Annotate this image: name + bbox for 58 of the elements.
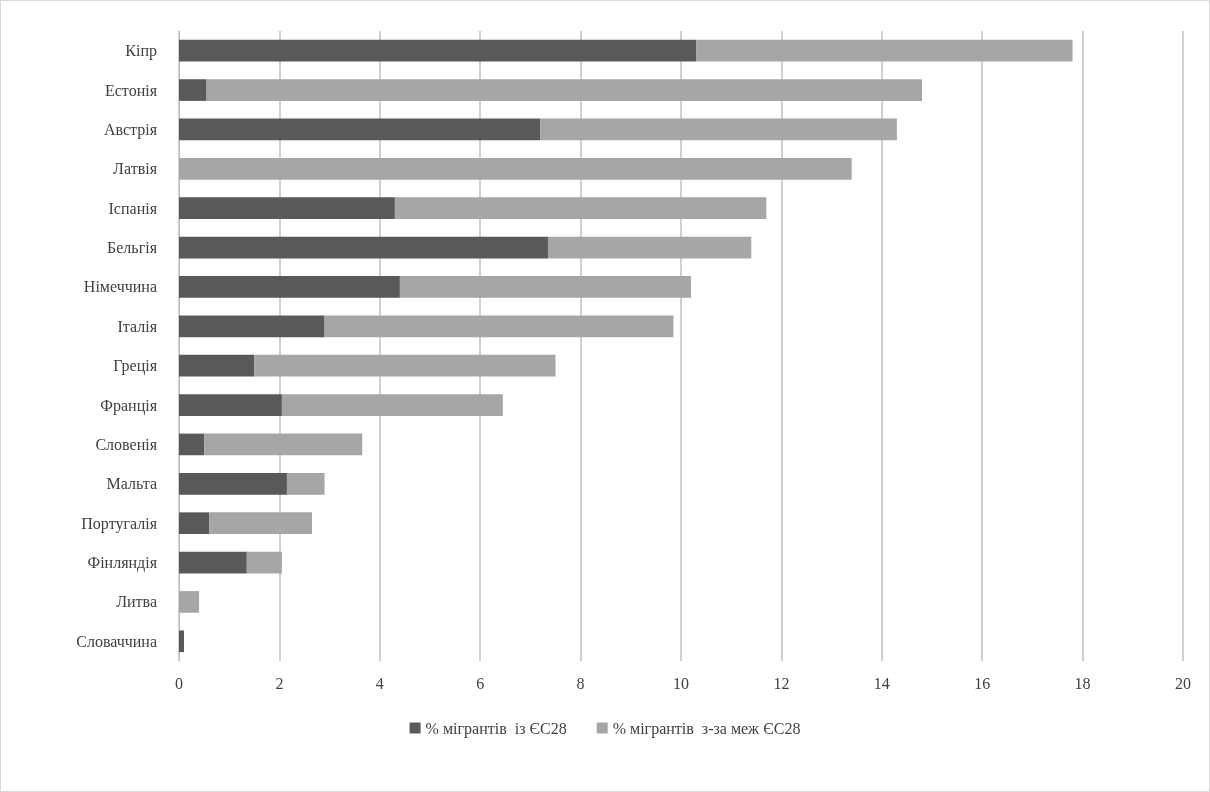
bar [696,39,1073,62]
y-tick-label: Естонія [104,81,158,99]
y-tick-label: Словенія [95,435,158,453]
bar [179,591,200,613]
bar [179,39,697,62]
x-tick-label: 6 [476,674,485,692]
bar [394,197,767,220]
y-tick-label: Фінляндія [87,554,158,573]
bar [179,276,400,298]
bar [209,512,313,535]
bar [179,472,287,495]
legend-label: % мігрантів із ЄС28 [425,719,567,738]
legend-label: % мігрантів з-за меж ЄС28 [612,719,801,738]
y-tick-label: Мальта [106,475,157,493]
bar [179,354,255,377]
y-tick-label: Німеччина [83,278,157,296]
bar [547,236,752,259]
bar [179,197,395,220]
bar [179,118,541,141]
bar [246,551,282,574]
x-tick-label: 20 [1175,674,1191,692]
x-tick-label: 10 [673,674,689,692]
x-tick-label: 14 [873,674,890,692]
x-tick-label: 0 [175,674,183,692]
x-tick-label: 16 [974,674,991,692]
bar [179,512,210,535]
bar [206,79,922,101]
y-tick-label: Іспанія [108,199,158,217]
bar [179,79,207,101]
y-tick-label: Португалія [81,514,158,533]
y-tick-label: Литва [116,593,157,611]
y-tick-label: Кіпр [125,42,157,61]
x-tick-label: 12 [773,674,790,692]
bar [281,394,503,416]
bar [540,118,897,141]
bar [324,315,674,338]
y-tick-label: Латвія [113,160,158,178]
bar [254,354,556,377]
y-tick-label: Франція [100,396,158,415]
y-tick-label: Бельгія [107,239,158,257]
bar [179,394,282,416]
bar [179,551,247,574]
x-tick-label: 8 [576,674,585,692]
bar [179,630,185,653]
y-tick-label: Італія [117,317,158,335]
bar [399,276,692,298]
bar [286,472,325,495]
y-tick-label: Австрія [103,120,158,139]
bar [179,157,852,180]
bar [179,315,325,338]
y-tick-label: Словаччина [76,632,157,650]
y-tick-label: Греція [113,357,158,376]
x-tick-label: 2 [275,674,284,692]
x-tick-label: 18 [1074,674,1091,692]
x-tick-label: 4 [375,674,384,692]
bar [204,433,363,456]
bar [179,236,548,259]
bar [179,433,205,456]
